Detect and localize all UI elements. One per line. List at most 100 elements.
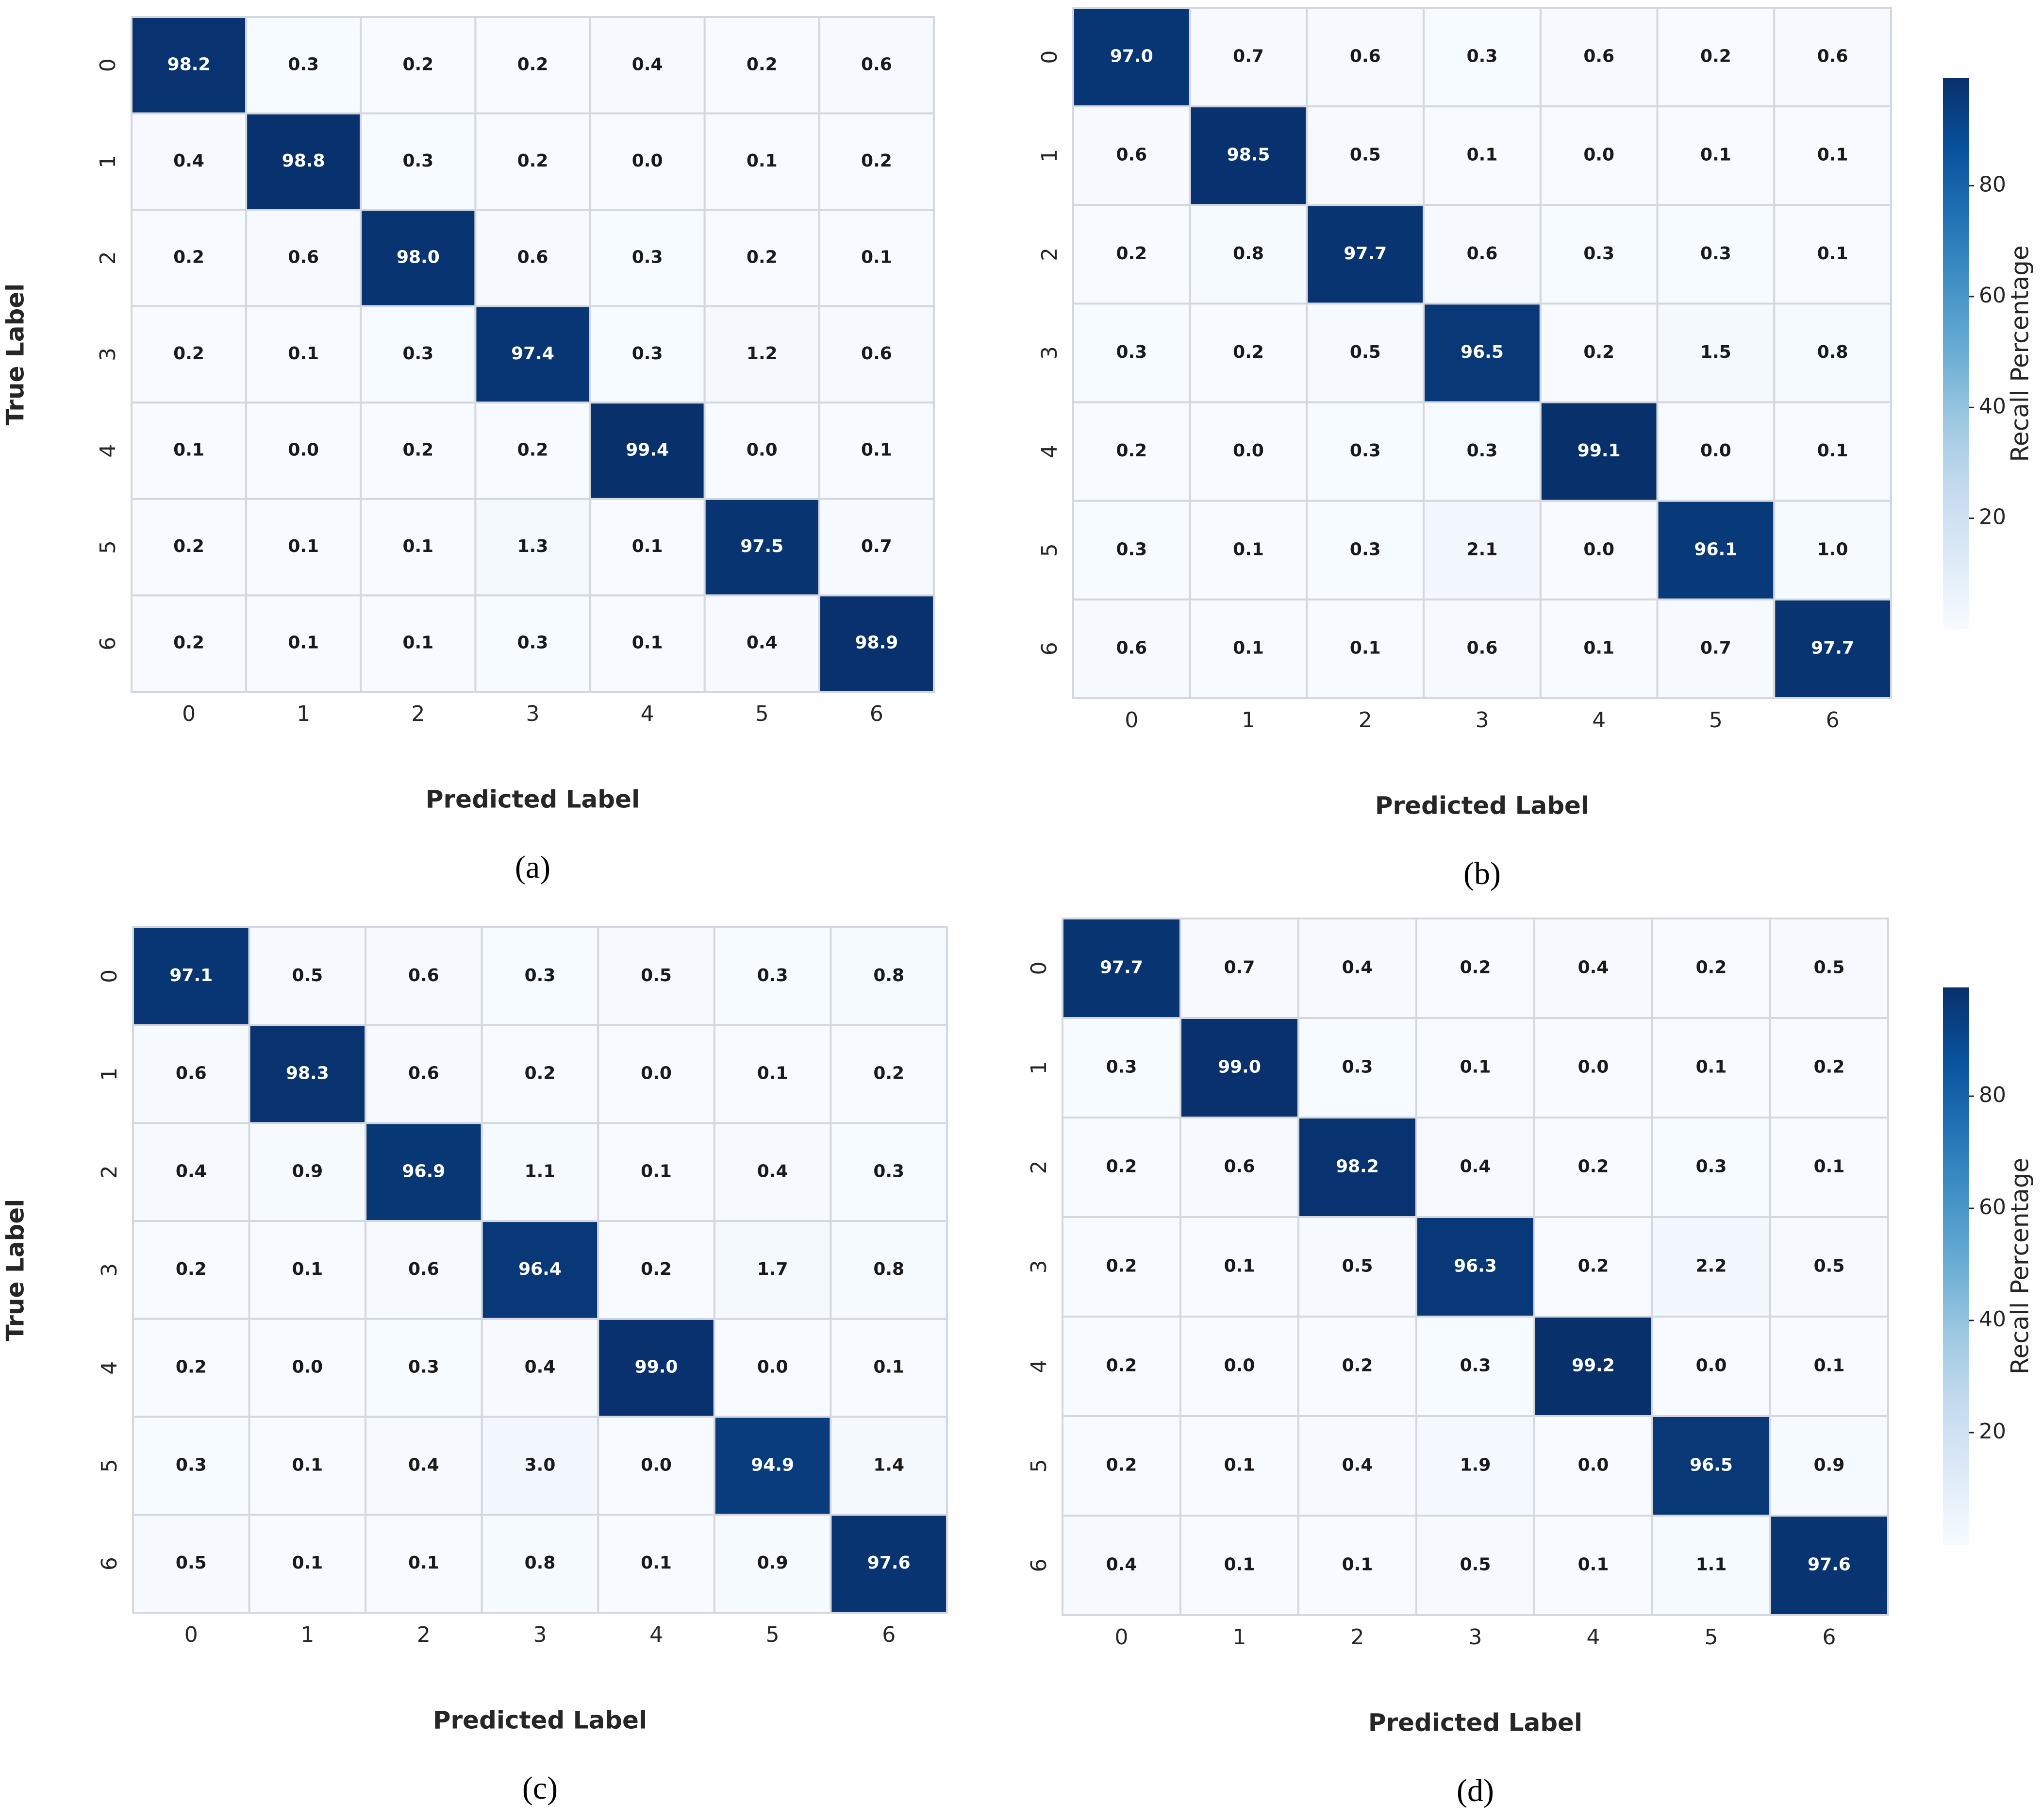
heatmap-cell: [589, 305, 706, 404]
cell-label: 1.0: [1817, 539, 1848, 559]
heatmap-cell: [1415, 1415, 1535, 1517]
heatmap-cell: [1773, 7, 1892, 108]
y-tick-label: 3: [1037, 346, 1062, 360]
cell-label: 0.3: [525, 966, 556, 985]
x-tick-label: 5: [766, 1622, 780, 1647]
y-tick-label: 0: [97, 969, 122, 983]
x-tick-label: 3: [1469, 1625, 1482, 1650]
cell-label: 0.4: [747, 633, 778, 653]
y-tick-label: 1: [1027, 1061, 1051, 1075]
cell-label: 0.1: [1817, 244, 1848, 264]
cell-label: 0.3: [1700, 244, 1731, 264]
heatmap-cell: [1656, 500, 1776, 601]
cell-label: 0.1: [292, 1259, 323, 1279]
heatmap-cell: [830, 1122, 948, 1222]
cell-label: 0.4: [1578, 958, 1609, 978]
cell-label: 0.2: [1116, 441, 1147, 461]
heatmap-cell: [1062, 1316, 1181, 1417]
y-tick-label: 3: [1027, 1260, 1051, 1274]
heatmap-cell: [1189, 7, 1308, 108]
x-tick-label: 0: [182, 701, 196, 726]
heatmap-cell: [132, 926, 250, 1026]
cell-label: 0.1: [757, 1064, 788, 1084]
heatmap-cell: [1656, 105, 1776, 206]
cell-label: 0.4: [525, 1357, 556, 1377]
y-tick-label: 2: [1027, 1161, 1051, 1174]
cell-label: 0.2: [517, 440, 548, 460]
y-axis-label: True Label: [1, 284, 30, 426]
cell-label: 0.2: [173, 633, 204, 653]
heatmap-cell: [248, 1416, 367, 1516]
cell-label: 0.0: [288, 440, 319, 460]
cell-label: 0.6: [517, 247, 548, 267]
cell-label: 0.8: [1233, 244, 1264, 264]
cell-label: 0.6: [1116, 638, 1147, 658]
x-tick-label: 2: [1359, 708, 1372, 733]
heatmap-cell: [1773, 302, 1892, 403]
cell-label: 0.2: [1578, 1157, 1609, 1177]
cell-label: 0.3: [1342, 1057, 1373, 1077]
heatmap-cell: [589, 112, 706, 211]
heatmap-cell: [474, 498, 591, 597]
cell-label: 0.7: [1233, 47, 1264, 67]
y-axis-label: True Label: [1, 1199, 30, 1341]
heatmap-cell: [248, 926, 367, 1026]
cell-label: 96.9: [402, 1161, 446, 1181]
x-tick-label: 6: [1826, 708, 1840, 733]
heatmap-cell: [131, 401, 248, 500]
heatmap-cell: [1539, 598, 1659, 700]
heatmap-cell: [1769, 1216, 1889, 1318]
cell-label: 0.2: [1106, 1356, 1137, 1376]
heatmap-cell: [597, 1416, 715, 1516]
heatmap-cell: [818, 112, 935, 211]
cell-label: 0.3: [1467, 47, 1498, 67]
heatmap-cell: [1297, 1515, 1417, 1616]
cell-label: 0.1: [1350, 638, 1381, 658]
cell-label: 0.3: [1116, 539, 1147, 559]
cell-label: 0.1: [292, 1455, 323, 1475]
cell-label: 99.2: [1572, 1356, 1615, 1376]
heatmap-cell: [1072, 7, 1191, 108]
cell-label: 0.5: [1350, 342, 1381, 362]
cell-label: 0.0: [1233, 441, 1264, 461]
cell-label: 0.1: [402, 536, 433, 556]
cell-label: 0.1: [1814, 1356, 1845, 1376]
cell-label: 0.9: [757, 1553, 788, 1573]
heatmap-cell: [830, 1514, 948, 1614]
cell-label: 0.2: [402, 440, 433, 460]
heatmap-cell: [597, 1514, 715, 1614]
cell-label: 0.1: [1700, 145, 1731, 165]
cell-label: 0.0: [1578, 1455, 1609, 1475]
cell-label: 3.0: [525, 1455, 556, 1475]
cell-label: 0.1: [861, 247, 892, 267]
heatmap-cell: [818, 401, 935, 500]
colorbar: [1943, 78, 1969, 629]
cell-label: 0.2: [873, 1064, 904, 1084]
cell-label: 1.4: [873, 1455, 904, 1475]
cell-label: 0.3: [402, 151, 433, 171]
heatmap-cell: [1072, 500, 1191, 601]
heatmap-cell: [1306, 500, 1425, 601]
heatmap-cell: [132, 1024, 250, 1124]
cell-label: 0.2: [641, 1259, 672, 1279]
y-tick-label: 1: [96, 155, 120, 168]
heatmap-cell: [1189, 500, 1308, 601]
heatmap-cell: [818, 209, 935, 307]
x-axis-label: Predicted Label: [433, 1706, 647, 1735]
cell-label: 0.6: [1817, 47, 1848, 67]
y-tick-label: 0: [1037, 50, 1062, 64]
heatmap-cell: [474, 594, 591, 693]
heatmap-cell: [713, 1514, 832, 1614]
heatmap-cell: [713, 1318, 832, 1418]
x-tick-label: 2: [417, 1622, 431, 1647]
heatmap-cell: [1423, 105, 1542, 206]
heatmap-cell: [245, 594, 362, 693]
heatmap-cell: [1415, 1017, 1535, 1119]
heatmap-cell: [818, 16, 935, 115]
cell-label: 0.2: [176, 1259, 207, 1279]
cell-label: 0.2: [1578, 1256, 1609, 1276]
y-tick-label: 2: [96, 251, 120, 265]
y-tick-label: 4: [96, 444, 120, 458]
y-tick-label: 6: [1037, 642, 1062, 655]
